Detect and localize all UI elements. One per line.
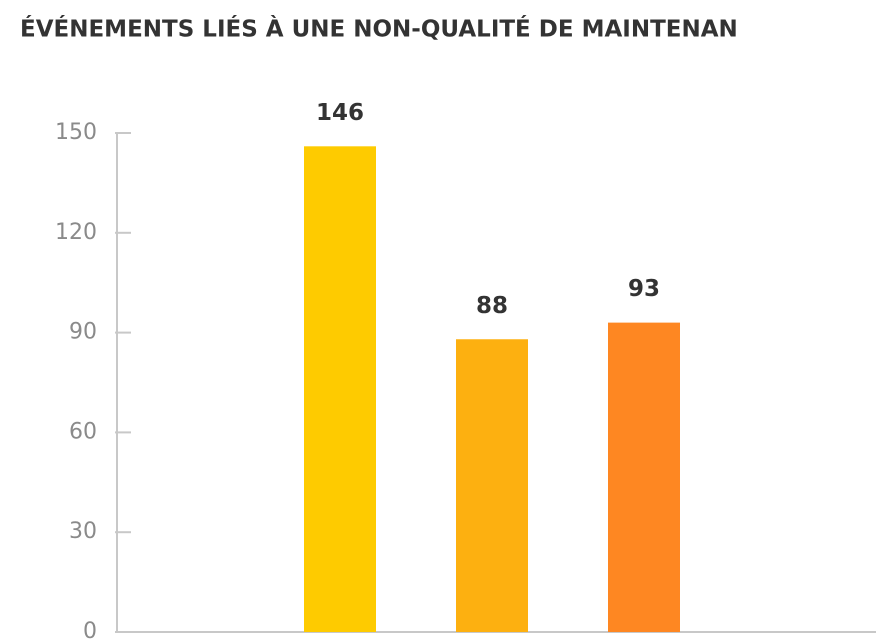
value-label: 146 [316, 100, 364, 126]
y-tick-label: 0 [83, 619, 97, 642]
y-tick-label: 60 [69, 419, 97, 444]
chart-title: ÉVÉNEMENTS LIÉS À UNE NON-QUALITÉ DE MAI… [20, 15, 738, 43]
bar [456, 339, 528, 632]
y-tick-label: 120 [55, 220, 97, 245]
bar [304, 146, 376, 632]
value-label: 93 [628, 276, 660, 302]
y-tick-label: 30 [69, 519, 97, 544]
y-tick-label: 150 [55, 120, 97, 145]
bar [608, 322, 680, 632]
y-tick-label: 90 [69, 320, 97, 345]
value-label: 88 [476, 293, 508, 319]
